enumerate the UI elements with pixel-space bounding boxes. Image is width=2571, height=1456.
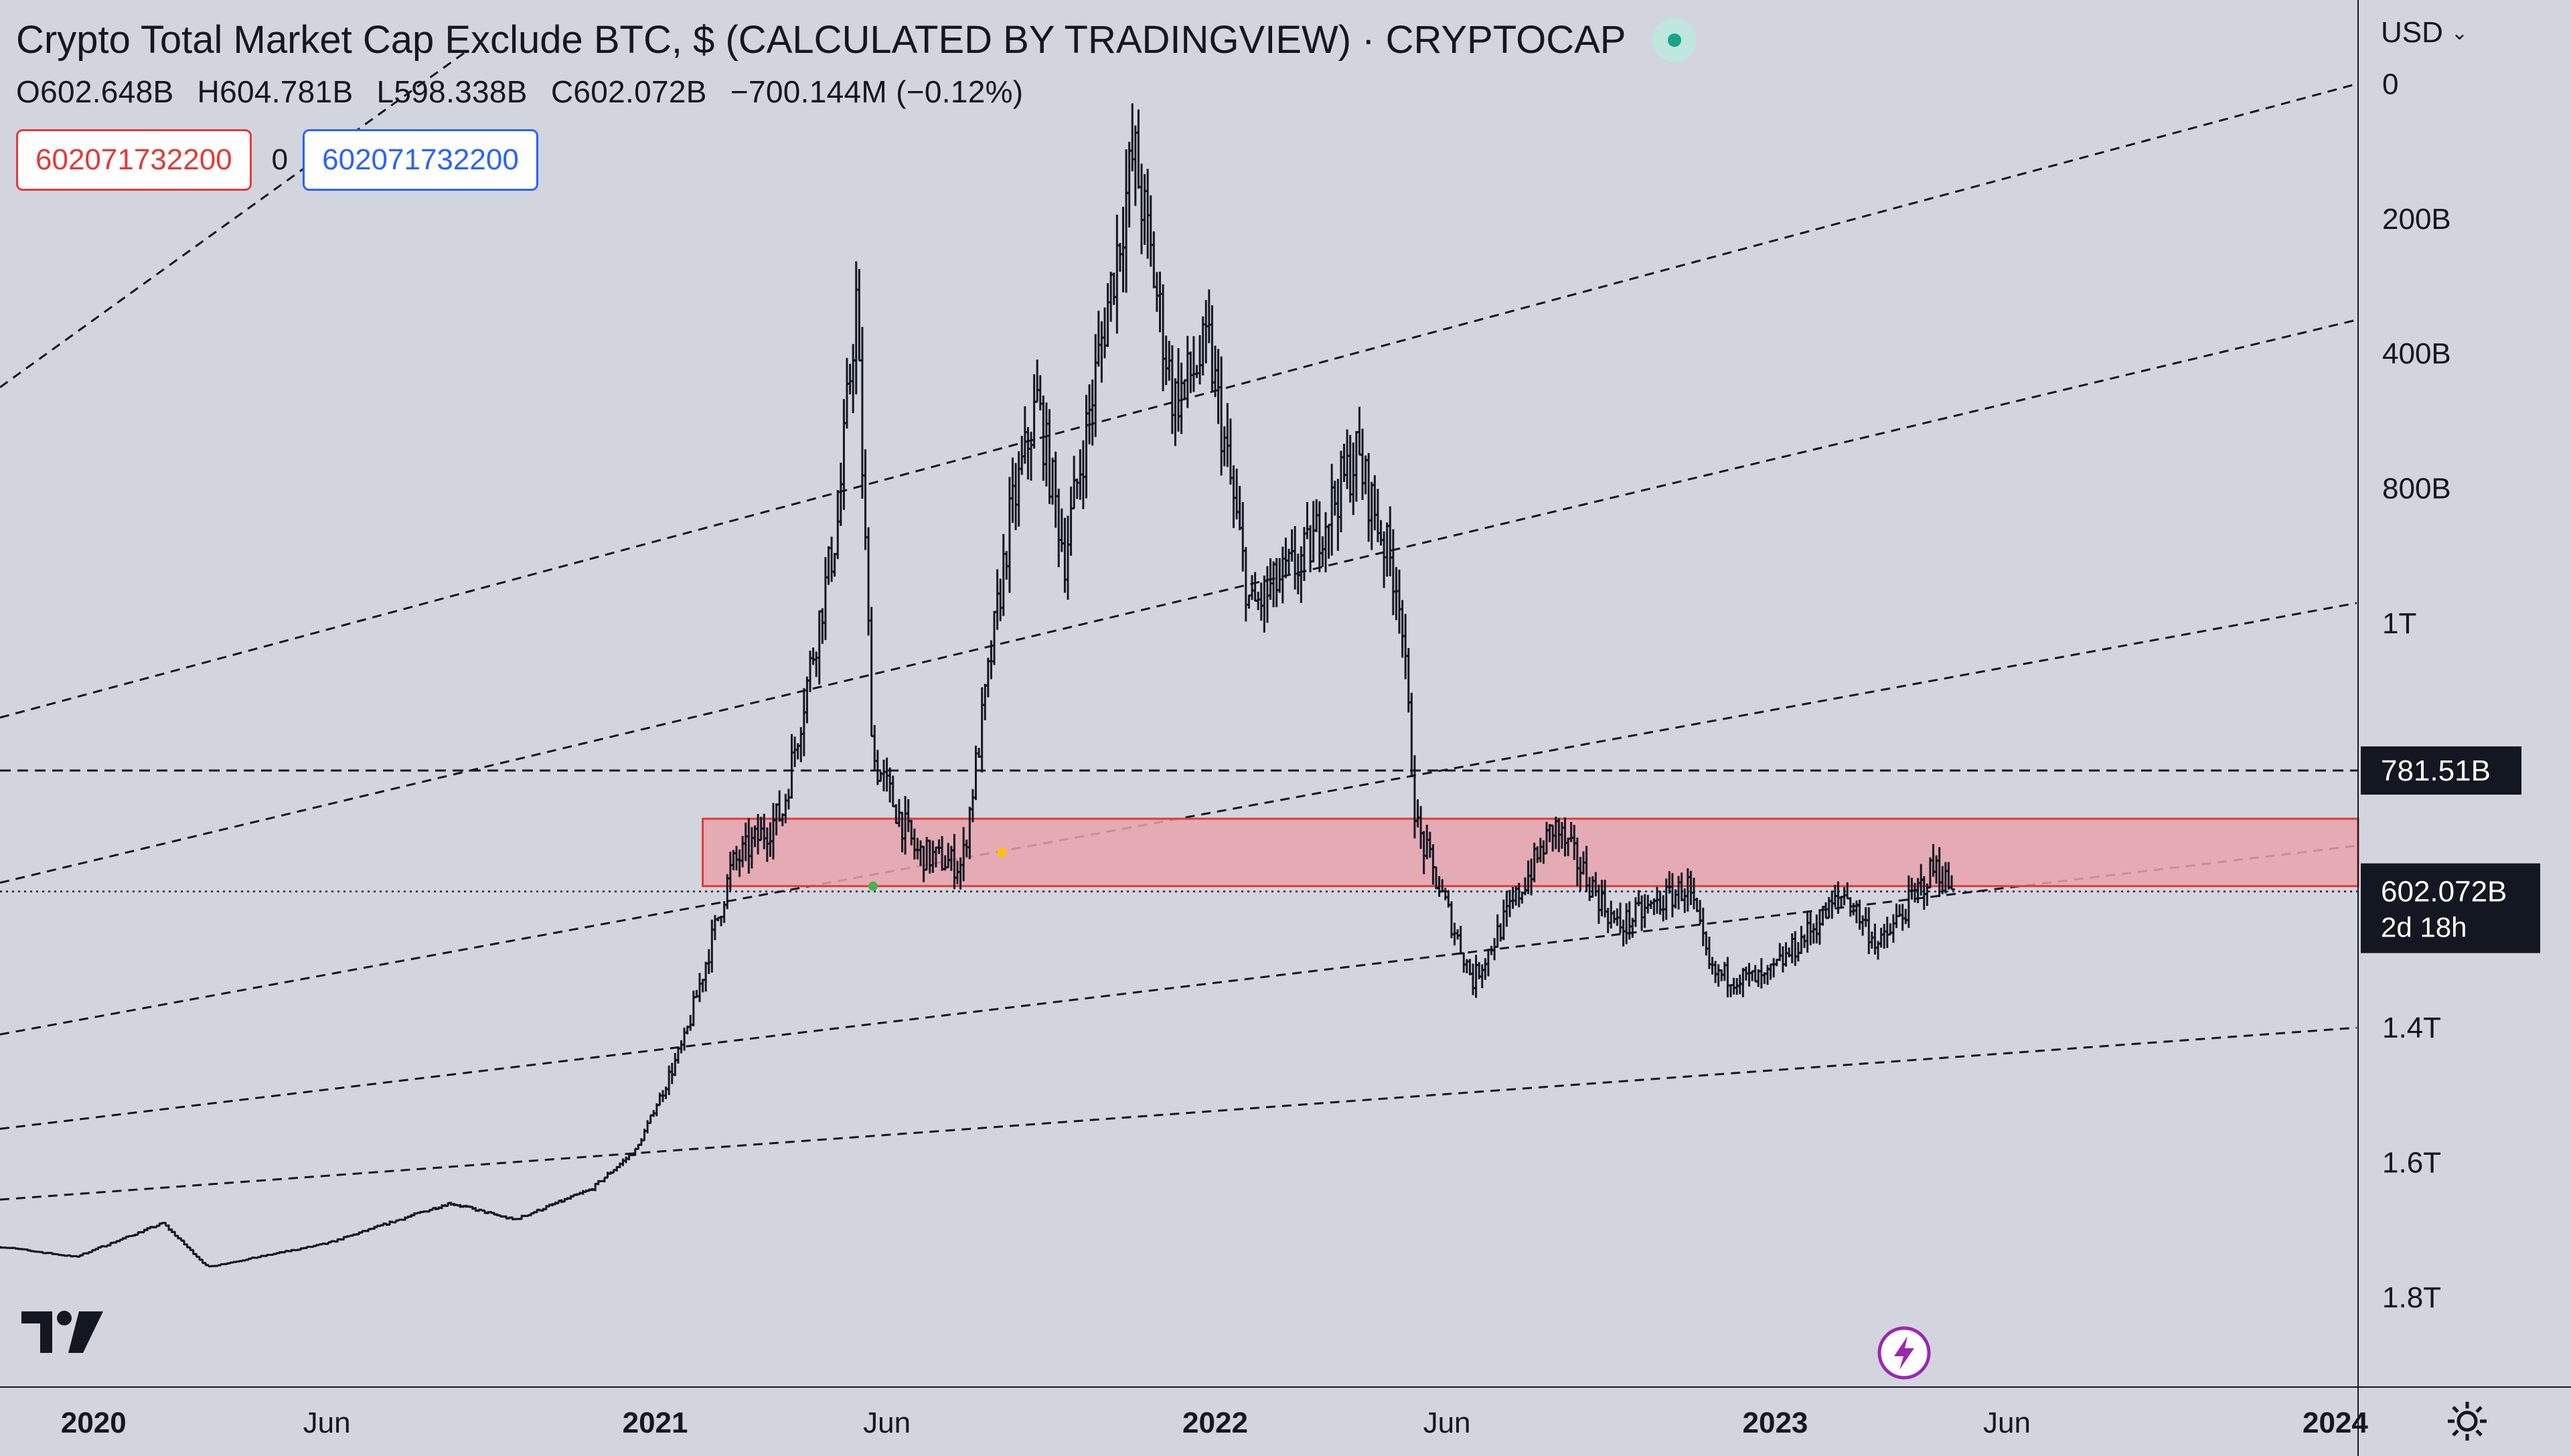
time-tick-label: 2022 [1182,1406,1248,1439]
channel-line-3[interactable] [0,319,2357,884]
ohlc-bar [1948,875,1955,891]
currency-label: USD [2381,16,2443,49]
currency-selector[interactable]: USD ⌄ [2381,16,2468,50]
green-marker-dot [868,881,878,891]
chart-title: Crypto Total Market Cap Exclude BTC, $ (… [16,17,1697,62]
lightning-icon[interactable] [1877,1325,1932,1380]
price-tick-label: 1.8T [2382,1281,2441,1314]
time-tick-label: Jun [1983,1406,2031,1439]
chart-markers [868,847,1007,891]
price-tick-label: 1.6T [2382,1147,2441,1180]
level-price-label: 781.51B [2381,754,2491,787]
time-tick-label: 2024 [2303,1406,2368,1439]
ohlc-change: −700.144M (−0.12%) [730,74,1024,109]
price-tick-label: 400B [2382,337,2451,370]
yellow-marker-dot [997,847,1007,858]
price-tick-label: 800B [2382,473,2451,505]
ohlc-bars [0,103,1955,1268]
sell-button[interactable]: 602071732200 [16,129,252,191]
ohlc-open: O602.648B [16,74,174,109]
time-tick-label: Jun [863,1406,911,1439]
time-tick-label: Jun [303,1406,351,1439]
bar-countdown-label: 2d 18h [2381,912,2467,943]
trend-channel-lines[interactable] [0,49,2357,1201]
buy-button[interactable]: 602071732200 [303,129,538,191]
time-scale[interactable]: 2020 Jun 2021 Jun 2022 Jun 2023 Jun 2024 [61,1406,2369,1439]
tradingview-logo-icon [21,1311,103,1353]
channel-line-6[interactable] [0,1026,2357,1201]
market-status-icon [1652,17,1697,62]
channel-line-2[interactable] [0,82,2357,719]
price-tick-label: 200B [2382,203,2451,236]
order-buttons: 602071732200 0 602071732200 [16,129,538,191]
chevron-down-icon: ⌄ [2450,21,2469,44]
ohlc-low: L598.338B [376,74,528,109]
symbol-title: Crypto Total Market Cap Exclude BTC, $ (… [16,18,1626,62]
price-scale[interactable]: 1.8T1.6T1.4T1.2T1T800B400B200B0 [2382,68,2451,1314]
channel-line-5[interactable] [0,844,2357,1130]
time-tick-label: 2020 [61,1406,127,1439]
ohlc-close: C602.072B [550,74,707,109]
price-tick-label: 1.4T [2382,1012,2441,1044]
price-tick-label: 0 [2382,68,2398,100]
last-price-tag: 602.072B 2d 18h [2361,863,2540,953]
last-price-label: 602.072B [2381,876,2507,908]
ohlc-high: H604.781B [197,74,354,109]
gear-icon[interactable] [2445,1399,2489,1443]
price-tick-label: 1T [2382,607,2416,640]
time-tick-label: Jun [1423,1406,1471,1439]
time-tick-label: 2021 [623,1406,688,1439]
level-price-tag: 781.51B [2361,746,2521,795]
spread-value: 0 [271,143,289,176]
time-tick-label: 2023 [1743,1406,1808,1439]
ohlc-legend: O602.648B H604.781B L598.338B C602.072B … [16,74,1038,110]
